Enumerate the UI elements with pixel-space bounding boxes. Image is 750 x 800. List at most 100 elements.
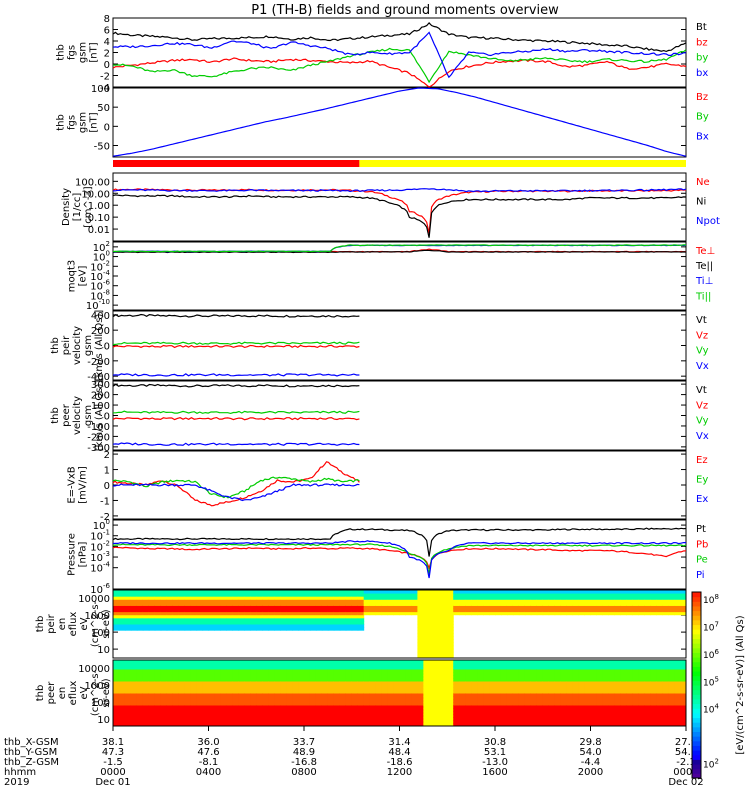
spectrogram-cell [548,663,556,667]
spectrogram-cell [500,720,508,724]
spectrogram-cell [536,590,544,594]
spectrogram-cell [160,596,168,600]
spectrogram-cell [286,705,293,709]
spectrogram-cell [321,624,329,628]
spectrogram-cell [256,696,263,700]
spectrogram-cell [584,708,591,712]
spectrogram-cell [680,702,687,706]
spectrogram-cell [441,611,448,616]
spectrogram-cell [405,666,412,670]
spectrogram-cell [405,660,412,664]
spectrogram-cell [250,669,257,673]
spectrogram-cell [417,663,424,667]
spectrogram-cell [166,614,174,619]
spectrogram-cell [130,614,138,619]
spectrogram-cell [381,678,389,682]
spectrogram-cell [268,620,275,625]
spectrogram-cell [423,639,430,644]
spectrogram-cell [363,599,371,603]
spectrogram-cell [423,630,430,634]
spectrogram-cell [136,663,144,667]
colorbar-cell [692,680,701,686]
xaxis-value: 38.1 [102,737,124,748]
spectrogram-cell [656,663,663,667]
spectrogram-cell [465,690,472,694]
spectrogram-cell [304,611,311,616]
spectrogram-cell [453,675,460,679]
spectrogram-cell [345,608,353,613]
spectrogram-cell [626,675,633,679]
spectrogram-cell [614,608,621,613]
spectrogram-cell [172,708,180,712]
spectrogram-cell [560,690,568,694]
spectrogram-cell [387,669,395,673]
spectrogram-cell [124,690,132,694]
spectrogram-cell [668,660,675,664]
panel-3-frame [112,172,687,242]
spectrogram-cell [148,672,156,676]
spectrogram-cell [160,705,168,709]
spectrogram-cell [292,675,299,679]
spectrogram-cell [244,596,251,600]
spectrogram-cell [160,602,168,606]
spectrogram-cell [662,675,669,679]
spectrogram-cell [339,660,347,664]
spectrogram-cell [447,608,454,613]
spectrogram-cell [554,675,562,679]
spectrogram-cell [142,675,150,679]
spectrogram-cell [256,620,263,625]
spectrogram-cell [590,660,597,664]
spectrogram-cell [548,723,556,727]
colorbar-cell [692,754,701,760]
ytick-label: 100 [91,698,110,709]
colorbar-cell [692,605,701,612]
spectrogram-cell [298,593,305,597]
spectrogram-cell [274,672,281,676]
spectrogram-cell [280,611,287,616]
spectrogram-cell [500,702,508,706]
spectrogram-cell [244,666,251,670]
spectrogram-cell [489,720,496,724]
spectrogram-cell [620,717,627,721]
spectrogram-cell [304,672,311,676]
spectrogram-cell [190,596,198,600]
spectrogram-cell [142,672,150,676]
spectrogram-cell [262,599,269,603]
spectrogram-cell [124,720,132,724]
spectrogram-cell [136,708,144,712]
spectrogram-cell [309,693,317,697]
spectrogram-cell [489,663,496,667]
spectrogram-cell [566,672,574,676]
spectrogram-cell [130,687,138,691]
spectrogram-cell [644,708,651,712]
spectrogram-cell [614,711,621,715]
spectrogram-cell [208,627,215,631]
spectrogram-cell [566,696,574,700]
spectrogram-cell [566,699,574,703]
spectrogram-cell [441,633,448,637]
spectrogram-cell [327,699,335,703]
spectrogram-cell [512,681,520,685]
spectrogram-cell [357,690,365,694]
spectrogram-cell [429,678,436,682]
spectrogram-cell [662,672,669,676]
spectrogram-cell [172,663,180,667]
spectrogram-cell [614,602,621,606]
spectrogram-cell [274,711,281,715]
spectrogram-cell [483,678,490,682]
spectrogram-cell [381,711,389,715]
spectrogram-cell [453,708,460,712]
spectrogram-cell [453,693,460,697]
spectrogram-cell [244,593,251,597]
spectrogram-cell [500,684,508,688]
spectrogram-cell [614,675,621,679]
spectrogram-cell [298,684,305,688]
spectrogram-cell [674,702,681,706]
spectrogram-cell [596,720,603,724]
spectrogram-cell [572,602,580,606]
spectrogram-cell [232,702,239,706]
spectrogram-cell [423,666,430,670]
ytick-label: 10000 [78,664,110,675]
spectrogram-cell [471,608,478,613]
